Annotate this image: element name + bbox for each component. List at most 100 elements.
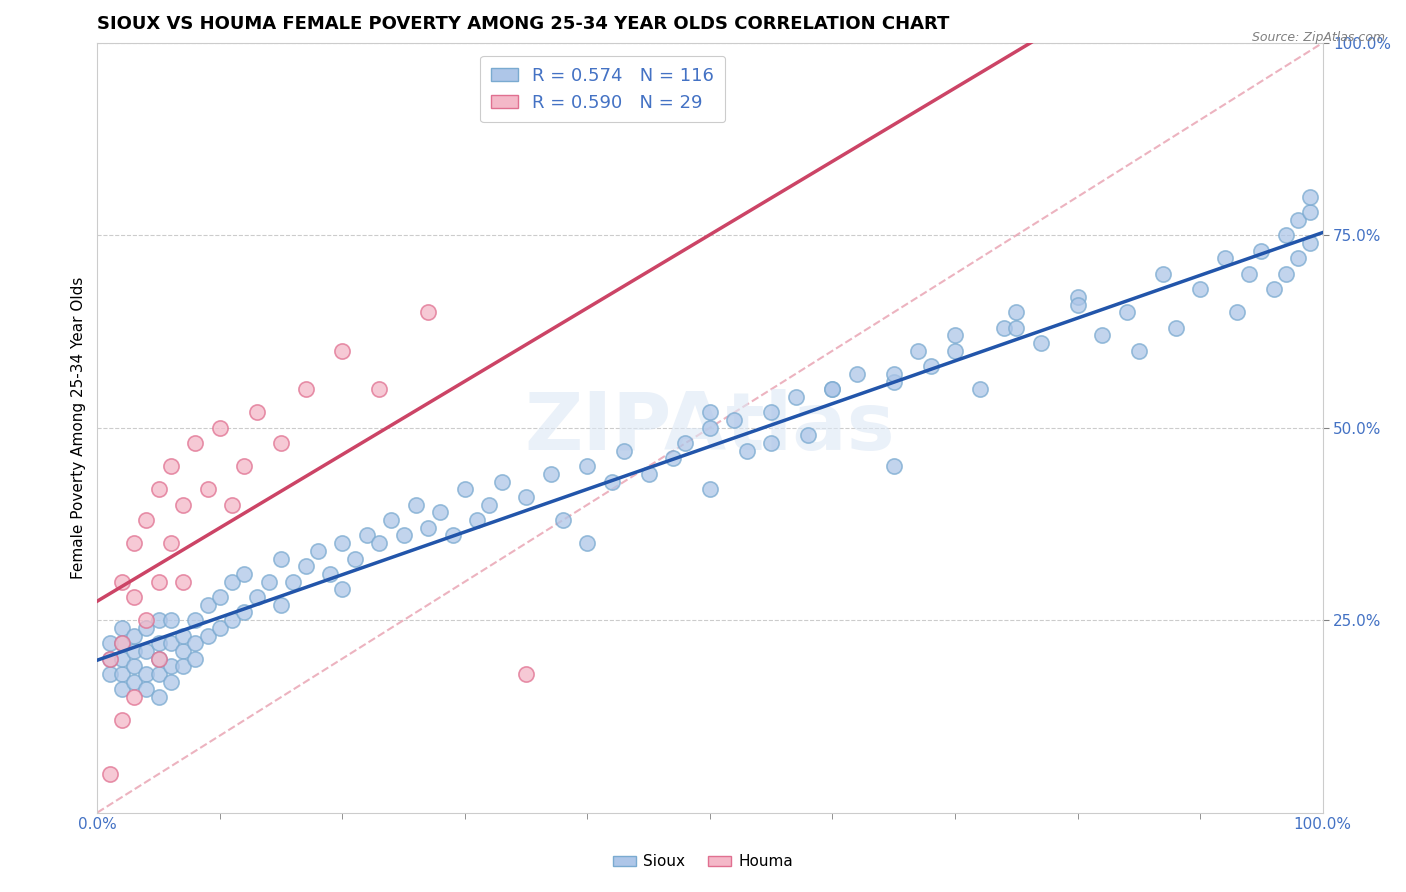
Point (1275, 228, 1298, 243)
Point (1286, 252, 1309, 266)
Text: Source: ZipAtlas.com: Source: ZipAtlas.com (1251, 31, 1385, 45)
Point (148, 651, 170, 665)
Point (907, 343, 929, 358)
Point (148, 574, 170, 589)
Point (1250, 244, 1272, 258)
Point (821, 382, 844, 396)
Point (1164, 320, 1187, 334)
Point (148, 613, 170, 627)
Point (111, 667, 134, 681)
Y-axis label: Female Poverty Among 25-34 Year Olds: Female Poverty Among 25-34 Year Olds (72, 277, 86, 579)
Point (294, 559, 316, 574)
Point (735, 443, 758, 458)
Point (111, 713, 134, 727)
Point (122, 536, 145, 550)
Point (675, 436, 697, 450)
Legend: R = 0.574   N = 116, R = 0.590   N = 29: R = 0.574 N = 116, R = 0.590 N = 29 (479, 56, 725, 122)
Point (135, 613, 157, 627)
Point (172, 644, 194, 658)
Point (135, 621, 157, 635)
Point (418, 521, 440, 535)
Point (454, 483, 477, 497)
Point (148, 690, 170, 704)
Point (135, 513, 157, 527)
Point (1275, 267, 1298, 281)
Point (1237, 267, 1260, 281)
Point (343, 551, 366, 566)
Point (270, 436, 292, 450)
Point (160, 536, 183, 550)
Point (294, 382, 316, 396)
Point (208, 590, 231, 604)
Point (148, 651, 170, 665)
Point (122, 659, 145, 673)
Point (111, 621, 134, 635)
Text: ZIPAtlas: ZIPAtlas (524, 389, 896, 467)
Point (172, 659, 194, 673)
Point (160, 636, 183, 650)
Point (600, 475, 623, 489)
Point (699, 405, 721, 419)
Point (197, 483, 219, 497)
Point (208, 621, 231, 635)
Point (111, 636, 134, 650)
Point (135, 667, 157, 681)
Point (1066, 290, 1088, 304)
Point (576, 536, 599, 550)
Point (1286, 213, 1309, 227)
Point (98, 667, 121, 681)
Point (846, 367, 869, 381)
Point (319, 566, 342, 581)
Point (1299, 190, 1322, 204)
Point (184, 613, 207, 627)
Point (883, 367, 905, 381)
Point (221, 613, 243, 627)
Point (135, 682, 157, 697)
Point (1152, 267, 1174, 281)
Point (551, 513, 574, 527)
Point (160, 674, 183, 689)
Point (478, 498, 501, 512)
Point (98, 651, 121, 665)
Point (368, 382, 391, 396)
Point (233, 459, 256, 474)
Point (221, 574, 243, 589)
Point (1115, 305, 1137, 319)
Point (111, 636, 134, 650)
Point (761, 405, 783, 419)
Point (1299, 235, 1322, 250)
Point (332, 582, 354, 597)
Point (465, 513, 488, 527)
Point (221, 498, 243, 512)
Point (761, 436, 783, 450)
Point (883, 459, 905, 474)
Point (1213, 252, 1236, 266)
Point (111, 682, 134, 697)
Point (491, 475, 513, 489)
Point (723, 413, 745, 427)
Point (208, 420, 231, 434)
Point (122, 590, 145, 604)
Point (920, 359, 942, 373)
Point (172, 574, 194, 589)
Point (184, 436, 207, 450)
Point (797, 428, 820, 442)
Point (172, 498, 194, 512)
Point (98, 636, 121, 650)
Point (184, 651, 207, 665)
Point (1005, 305, 1028, 319)
Point (160, 459, 183, 474)
Point (233, 606, 256, 620)
Point (148, 636, 170, 650)
Point (515, 490, 537, 504)
Point (883, 375, 905, 389)
Point (515, 667, 537, 681)
Point (135, 644, 157, 658)
Point (392, 528, 415, 542)
Point (172, 628, 194, 642)
Point (418, 305, 440, 319)
Point (283, 574, 305, 589)
Point (429, 505, 451, 519)
Point (1189, 282, 1212, 296)
Point (540, 467, 562, 481)
